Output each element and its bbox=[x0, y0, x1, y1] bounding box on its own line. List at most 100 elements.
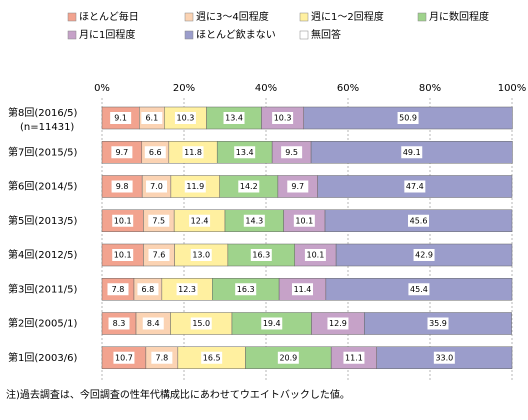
label-box bbox=[238, 180, 260, 193]
label-box bbox=[174, 112, 196, 124]
label-box bbox=[190, 249, 212, 261]
label-box bbox=[272, 112, 294, 124]
label-box bbox=[401, 146, 423, 159]
value-label: 7.8 bbox=[112, 285, 125, 294]
value-label: 16.5 bbox=[203, 353, 221, 362]
label-box bbox=[184, 180, 206, 193]
legend-label: ほとんど毎日 bbox=[79, 10, 139, 23]
value-label: 15.0 bbox=[192, 319, 210, 328]
label-box bbox=[327, 317, 349, 330]
label-box bbox=[113, 351, 135, 364]
label-box bbox=[404, 180, 426, 193]
label-box bbox=[142, 317, 164, 330]
value-label: 16.3 bbox=[252, 251, 270, 260]
label-box bbox=[190, 317, 212, 330]
legend-label: 週に3～4回程度 bbox=[196, 10, 269, 23]
y-tick-label: 第2回(2005/1) bbox=[8, 317, 77, 330]
value-label: 6.8 bbox=[142, 285, 155, 294]
label-box bbox=[293, 214, 315, 227]
label-box bbox=[408, 214, 430, 227]
value-label: 9.1 bbox=[114, 114, 127, 123]
label-box bbox=[261, 317, 283, 330]
label-box bbox=[146, 180, 168, 193]
value-label: 50.9 bbox=[399, 114, 417, 123]
legend-label: ほとんど飲まない bbox=[196, 28, 276, 41]
label-box bbox=[108, 317, 130, 330]
value-label: 7.8 bbox=[155, 353, 168, 362]
label-box bbox=[176, 283, 198, 296]
value-label: 9.8 bbox=[116, 182, 129, 191]
legend-swatch bbox=[67, 30, 77, 40]
value-label: 12.9 bbox=[329, 319, 347, 328]
value-label: 11.9 bbox=[186, 182, 204, 191]
value-label: 8.3 bbox=[113, 319, 126, 328]
value-label: 11.1 bbox=[345, 353, 363, 362]
x-tick-label: 0% bbox=[94, 83, 110, 94]
y-tick-label: 第5回(2013/5) bbox=[8, 214, 77, 227]
value-label: 6.6 bbox=[149, 148, 162, 157]
label-box bbox=[137, 283, 159, 296]
value-label: 6.1 bbox=[145, 114, 158, 123]
legend-swatch bbox=[417, 12, 427, 22]
value-label: 16.3 bbox=[237, 285, 255, 294]
value-label: 11.4 bbox=[294, 285, 312, 294]
legend-swatch bbox=[184, 12, 194, 22]
value-label: 13.0 bbox=[192, 251, 210, 260]
value-label: 12.3 bbox=[178, 285, 196, 294]
value-label: 8.4 bbox=[147, 319, 160, 328]
label-box bbox=[112, 249, 134, 261]
y-tick-label: 第3回(2011/5) bbox=[8, 282, 77, 295]
value-label: 13.4 bbox=[225, 114, 243, 123]
label-box bbox=[189, 214, 211, 227]
label-box bbox=[107, 283, 129, 296]
label-box bbox=[201, 351, 223, 364]
legend-swatch bbox=[299, 30, 309, 40]
label-box bbox=[112, 214, 134, 227]
category-note: (n=11431) bbox=[20, 122, 74, 133]
value-label: 12.4 bbox=[191, 216, 209, 225]
label-box bbox=[413, 249, 435, 261]
label-box bbox=[250, 249, 272, 261]
value-label: 49.1 bbox=[403, 148, 421, 157]
value-label: 42.9 bbox=[415, 251, 433, 260]
label-box bbox=[111, 180, 133, 193]
label-box bbox=[182, 146, 204, 159]
value-label: 35.9 bbox=[429, 319, 447, 328]
value-label: 10.1 bbox=[114, 251, 132, 260]
value-label: 7.6 bbox=[153, 251, 166, 260]
label-box bbox=[287, 180, 309, 193]
label-box bbox=[304, 249, 326, 261]
label-box bbox=[243, 214, 265, 227]
label-box bbox=[223, 112, 245, 124]
x-tick-label: 40% bbox=[255, 83, 277, 94]
y-tick-label: 第6回(2014/5) bbox=[8, 180, 77, 193]
value-label: 9.5 bbox=[285, 148, 298, 157]
value-label: 9.7 bbox=[116, 148, 129, 157]
label-box bbox=[235, 283, 257, 296]
value-label: 10.1 bbox=[306, 251, 324, 260]
value-label: 13.4 bbox=[236, 148, 254, 157]
y-tick-label: 第7回(2015/5) bbox=[8, 145, 77, 158]
label-box bbox=[397, 112, 419, 124]
legend-label: 月に1回程度 bbox=[79, 28, 135, 41]
x-tick-label: 80% bbox=[419, 83, 441, 94]
value-label: 7.0 bbox=[150, 182, 163, 191]
value-label: 9.7 bbox=[291, 182, 304, 191]
value-label: 10.3 bbox=[274, 114, 292, 123]
label-box bbox=[433, 351, 455, 364]
value-label: 33.0 bbox=[435, 353, 453, 362]
label-box bbox=[291, 283, 313, 296]
legend-swatch bbox=[184, 30, 194, 40]
label-box bbox=[151, 351, 173, 364]
x-tick-label: 100% bbox=[498, 83, 527, 94]
label-box bbox=[141, 112, 163, 124]
label-box bbox=[281, 146, 303, 159]
label-box bbox=[148, 249, 170, 261]
label-box bbox=[343, 351, 365, 364]
label-box bbox=[144, 146, 166, 159]
label-box bbox=[234, 146, 256, 159]
value-label: 7.5 bbox=[152, 216, 165, 225]
y-tick-label: 第4回(2012/5) bbox=[8, 248, 77, 261]
x-tick-label: 60% bbox=[337, 83, 359, 94]
